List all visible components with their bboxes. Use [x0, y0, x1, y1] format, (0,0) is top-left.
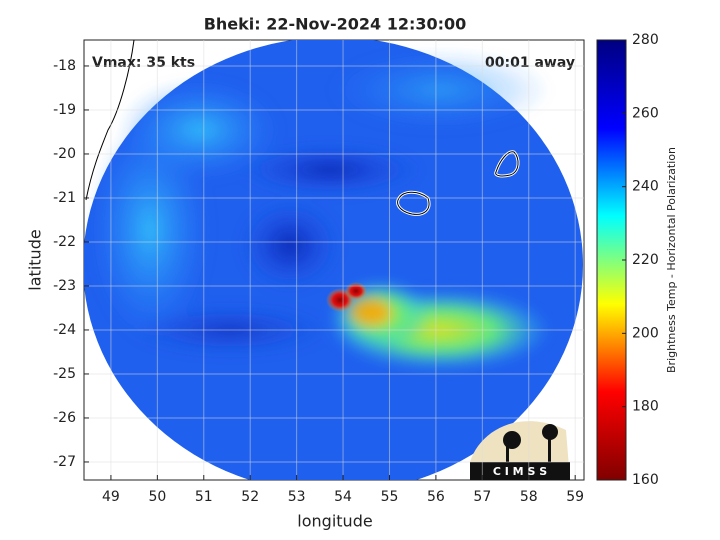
y-tick-label: -19 — [53, 102, 76, 118]
y-tick-label: -26 — [53, 410, 76, 426]
y-tick-label: -21 — [53, 190, 76, 206]
colorbar-tick-label: 220 — [632, 252, 659, 268]
colorbar-tick-label: 160 — [632, 472, 659, 488]
y-tick-label: -20 — [53, 146, 76, 162]
colorbar-tick-label: 180 — [632, 399, 659, 415]
colorbar — [596, 39, 627, 481]
colorbar-label: Brightness Temp - Horizontal Polarizatio… — [665, 147, 678, 373]
x-tick-label: 54 — [334, 489, 352, 505]
x-tick-label: 52 — [241, 489, 259, 505]
y-axis-label: latitude — [26, 229, 45, 290]
x-tick-label: 50 — [148, 489, 166, 505]
colorbar-tick-label: 280 — [632, 32, 659, 48]
x-tick-label: 51 — [195, 489, 213, 505]
logo-text: C I M S S — [493, 465, 547, 478]
y-tick-label: -25 — [53, 366, 76, 382]
logo: C I M S S — [470, 421, 570, 480]
x-tick-label: 53 — [288, 489, 306, 505]
y-tick-label: -18 — [53, 58, 76, 74]
x-tick-label: 59 — [566, 489, 584, 505]
x-tick-label: 58 — [520, 489, 538, 505]
annotation: 00:01 away — [485, 55, 575, 71]
y-tick-label: -22 — [53, 234, 76, 250]
annotation: Vmax: 35 kts — [92, 55, 195, 71]
y-tick-label: -23 — [53, 278, 76, 294]
x-tick-label: 57 — [473, 489, 491, 505]
y-tick-label: -24 — [53, 322, 76, 338]
colorbar-tick-label: 200 — [632, 325, 659, 341]
x-tick-label: 49 — [102, 489, 120, 505]
y-tick-label: -27 — [53, 454, 76, 470]
colorbar-tick-label: 260 — [632, 105, 659, 121]
colorbar-tick-label: 240 — [632, 179, 659, 195]
x-axis-label: longitude — [297, 512, 372, 531]
chart-title: Bheki: 22-Nov-2024 12:30:00 — [204, 15, 467, 34]
satellite-image — [84, 40, 583, 480]
x-tick-label: 56 — [427, 489, 445, 505]
x-tick-label: 55 — [381, 489, 399, 505]
